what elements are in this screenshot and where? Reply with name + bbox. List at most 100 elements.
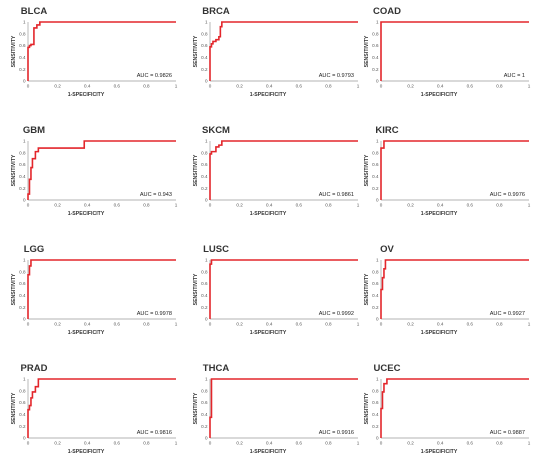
x-tick-label: 0.8 — [496, 441, 503, 446]
y-axis-title: SENSITIVITY — [364, 273, 370, 305]
x-tick-label: 0 — [27, 203, 30, 208]
auc-label: AUC = 1 — [504, 73, 525, 79]
roc-curve-line — [27, 21, 176, 81]
y-tick-label: 0.6 — [19, 400, 26, 405]
y-tick-label: 0.4 — [201, 174, 208, 179]
x-axis-title: 1-SPECIFICITY — [421, 92, 458, 98]
y-tick-label: 0.6 — [372, 162, 379, 167]
y-tick-label: 1 — [376, 139, 379, 144]
x-tick-label: 0 — [27, 84, 30, 89]
roc-panel-blca: BLCA 0 0.2 0.4 0.6 0.8 1 0 0.2 0.4 0.6 0.8 1 1-SPECIF… — [11, 6, 178, 98]
roc-curve-line — [380, 21, 529, 81]
panel-title: BLCA — [21, 6, 48, 17]
y-tick-label: 0.2 — [372, 67, 379, 72]
auc-label: AUC = 0.9826 — [137, 73, 172, 79]
y-axis-title: SENSITIVITY — [193, 35, 199, 67]
y-axis-title: SENSITIVITY — [193, 392, 199, 424]
y-axis-title: SENSITIVITY — [11, 273, 17, 305]
x-tick-label: 0.6 — [114, 322, 121, 327]
x-tick-label: 1 — [528, 322, 531, 327]
panel-title: PRAD — [21, 363, 48, 374]
x-tick-label: 1 — [357, 84, 360, 89]
y-tick-label: 0.6 — [201, 400, 208, 405]
y-tick-label: 0.6 — [201, 43, 208, 48]
x-tick-label: 0.6 — [467, 441, 474, 446]
x-axis-title: 1-SPECIFICITY — [68, 330, 105, 336]
x-tick-label: 0 — [209, 322, 212, 327]
y-tick-label: 0.6 — [19, 43, 26, 48]
x-tick-label: 1 — [357, 203, 360, 208]
y-tick-label: 0.4 — [19, 174, 26, 179]
roc-curve-line — [380, 259, 529, 319]
y-tick-label: 0 — [23, 317, 26, 322]
y-tick-label: 0 — [205, 79, 208, 84]
x-tick-label: 0.6 — [467, 322, 474, 327]
auc-label: AUC = 0.9927 — [490, 311, 525, 317]
y-tick-label: 1 — [205, 377, 208, 382]
y-tick-label: 0.2 — [372, 424, 379, 429]
x-tick-label: 0.4 — [84, 322, 91, 327]
x-tick-label: 0.8 — [143, 322, 150, 327]
x-tick-label: 0.4 — [437, 203, 444, 208]
y-tick-label: 0 — [376, 79, 379, 84]
x-tick-label: 1 — [528, 84, 531, 89]
x-tick-label: 0.2 — [54, 322, 61, 327]
auc-label: AUC = 0.9916 — [319, 430, 354, 436]
x-tick-label: 0.6 — [114, 203, 121, 208]
x-tick-label: 0.4 — [266, 322, 273, 327]
y-tick-label: 0.4 — [201, 293, 208, 298]
auc-label: AUC = 0.9793 — [319, 73, 354, 79]
y-tick-label: 1 — [205, 258, 208, 263]
x-tick-label: 0.6 — [296, 441, 303, 446]
roc-panel-brca: BRCA 0 0.2 0.4 0.6 0.8 1 0 0.2 0.4 0.6 0.8 1 1-SPECIF… — [193, 6, 360, 98]
auc-label: AUC = 0.9976 — [490, 192, 525, 198]
y-axis-title: SENSITIVITY — [364, 154, 370, 186]
y-tick-label: 0 — [205, 436, 208, 441]
x-tick-label: 0.8 — [496, 322, 503, 327]
roc-panel-prad: PRAD 0 0.2 0.4 0.6 0.8 1 0 0.2 0.4 0.6 0.8 1 1-SPECIF… — [11, 363, 178, 455]
y-tick-label: 0.4 — [372, 293, 379, 298]
y-tick-label: 0.6 — [372, 43, 379, 48]
y-tick-label: 0.2 — [19, 67, 26, 72]
y-tick-label: 0.6 — [372, 400, 379, 405]
x-axis-title: 1-SPECIFICITY — [250, 330, 287, 336]
panel-title: UCEC — [374, 363, 401, 374]
y-tick-label: 0.8 — [201, 150, 208, 155]
y-axis-title: SENSITIVITY — [193, 154, 199, 186]
roc-curve-line — [380, 378, 529, 438]
y-tick-label: 1 — [376, 20, 379, 25]
roc-curve-line — [27, 140, 176, 200]
y-tick-label: 1 — [23, 377, 26, 382]
roc-panel-skcm: SKCM 0 0.2 0.4 0.6 0.8 1 0 0.2 0.4 0.6 0.8 1 1-SPECIF… — [193, 125, 360, 217]
x-tick-label: 0.4 — [84, 84, 91, 89]
x-tick-label: 0.2 — [236, 203, 243, 208]
y-tick-label: 0.6 — [19, 281, 26, 286]
y-tick-label: 0.4 — [372, 412, 379, 417]
x-tick-label: 0.4 — [266, 84, 273, 89]
y-tick-label: 0.6 — [201, 162, 208, 167]
roc-panel-thca: THCA 0 0.2 0.4 0.6 0.8 1 0 0.2 0.4 0.6 0.8 1 1-SPECIF… — [193, 363, 360, 455]
panel-title: GBM — [23, 125, 45, 136]
auc-label: AUC = 0.9978 — [137, 311, 172, 317]
y-tick-label: 0.8 — [19, 269, 26, 274]
x-tick-label: 1 — [357, 322, 360, 327]
auc-label: AUC = 0.9861 — [319, 192, 354, 198]
x-axis-title: 1-SPECIFICITY — [68, 449, 105, 455]
roc-panel-lgg: LGG 0 0.2 0.4 0.6 0.8 1 0 0.2 0.4 0.6 0.8 1 1-SPECIFI… — [11, 244, 178, 336]
y-tick-label: 0.4 — [19, 55, 26, 60]
y-tick-label: 0.8 — [372, 31, 379, 36]
y-tick-label: 0.8 — [201, 269, 208, 274]
roc-panel-ov: OV 0 0.2 0.4 0.6 0.8 1 0 0.2 0.4 0.6 0.8 1 1-SPECIFIC… — [364, 244, 531, 336]
y-tick-label: 0.4 — [19, 412, 26, 417]
y-axis-title: SENSITIVITY — [364, 392, 370, 424]
x-tick-label: 0.4 — [84, 441, 91, 446]
y-tick-label: 0 — [205, 317, 208, 322]
y-tick-label: 0.2 — [201, 67, 208, 72]
x-tick-label: 1 — [528, 203, 531, 208]
x-tick-label: 0.8 — [496, 84, 503, 89]
y-tick-label: 0.8 — [372, 150, 379, 155]
x-tick-label: 0.4 — [266, 441, 273, 446]
x-tick-label: 0.8 — [325, 441, 332, 446]
x-axis-title: 1-SPECIFICITY — [68, 211, 105, 217]
y-axis-title: SENSITIVITY — [11, 154, 17, 186]
